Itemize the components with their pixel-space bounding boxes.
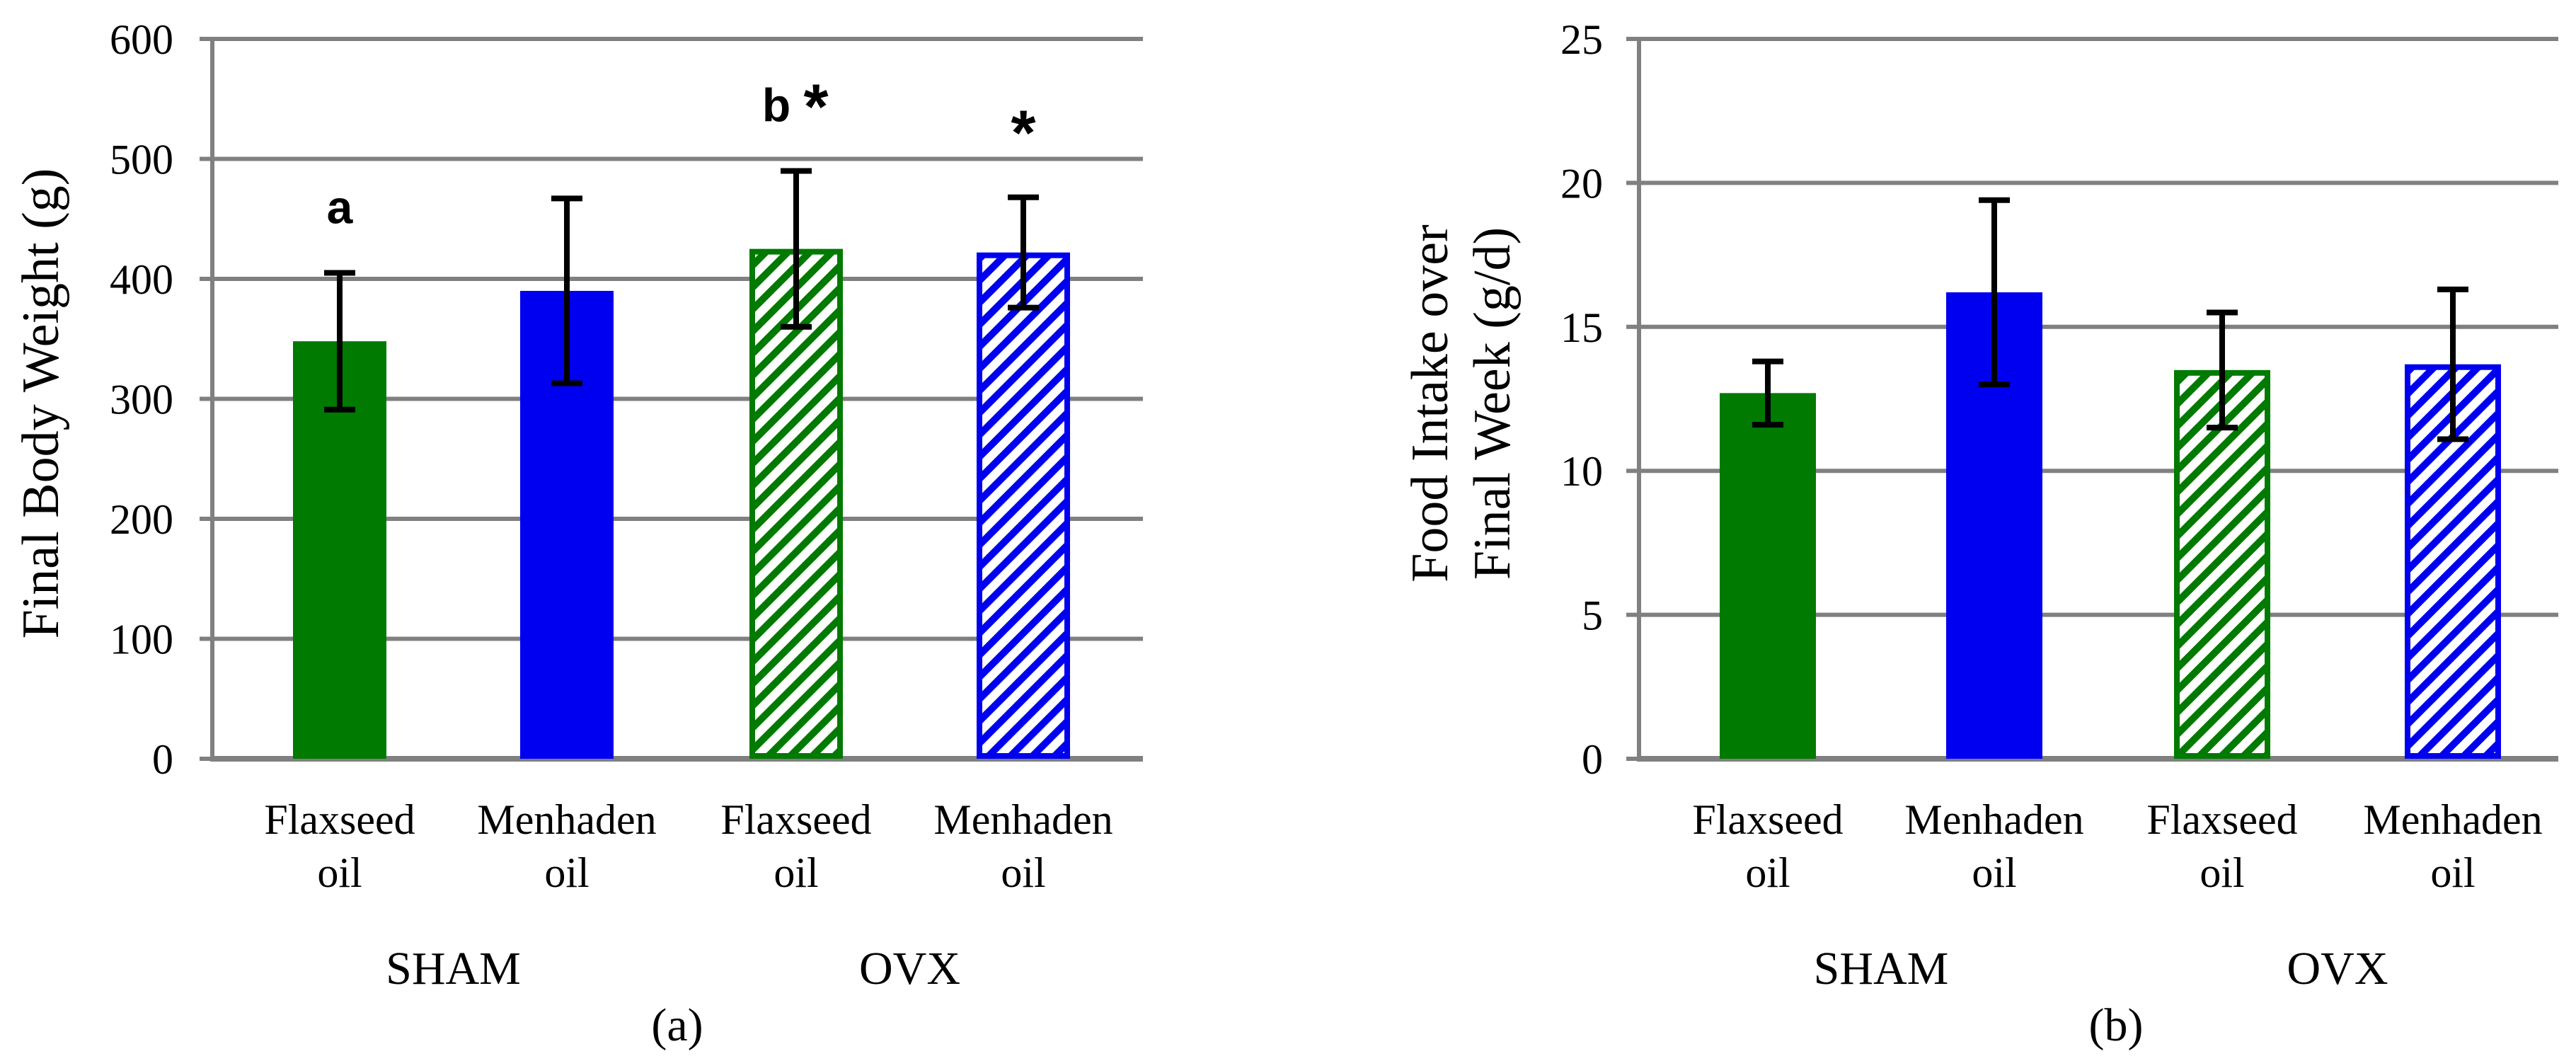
category-label: Menhaden xyxy=(477,796,656,843)
group-label: SHAM xyxy=(386,943,521,994)
y-axis-title: Final Body Weight (g) xyxy=(12,168,70,639)
y-axis-title-line: Food Intake over xyxy=(1401,224,1459,583)
chart-a: 0 100 200 300 400 500 600 Final Body Weight (g)… xyxy=(12,16,1143,1051)
y-tick-label: 400 xyxy=(110,256,173,303)
y-tick-label: 600 xyxy=(110,16,173,63)
category-label: oil xyxy=(2200,849,2244,896)
bar xyxy=(749,248,843,759)
y-tick-label: 25 xyxy=(1560,16,1603,63)
category-label: Flaxseed xyxy=(264,796,415,843)
category-label: oil xyxy=(1745,849,1790,896)
category-label: Flaxseed xyxy=(2146,796,2297,843)
y-tick-label: 300 xyxy=(110,377,173,423)
category-label: oil xyxy=(544,849,589,896)
panel-label: (b) xyxy=(2089,999,2144,1051)
significance-star: * xyxy=(803,71,828,142)
group-label: OVX xyxy=(859,943,960,994)
y-axis-title-line: Final Week (g/d) xyxy=(1464,227,1522,580)
category-label: Flaxseed xyxy=(1692,796,1843,843)
category-label: oil xyxy=(1972,849,2016,896)
bar xyxy=(1720,393,1816,759)
significance-letter: a xyxy=(327,181,354,234)
chart-b: 0 5 10 15 20 25 Food Intake over Final Week (g/… xyxy=(1401,16,2558,1051)
panel-label: (a) xyxy=(651,999,703,1051)
significance-star: * xyxy=(1011,98,1035,169)
category-label: Menhaden xyxy=(2363,796,2542,843)
category-label: oil xyxy=(774,849,818,896)
category-label: Flaxseed xyxy=(720,796,871,843)
category-label: Menhaden xyxy=(933,796,1112,843)
y-tick-label: 0 xyxy=(152,736,173,783)
category-label: oil xyxy=(2430,849,2475,896)
y-tick-label: 10 xyxy=(1560,448,1603,495)
category-label: oil xyxy=(317,849,362,896)
y-tick-label: 5 xyxy=(1582,592,1603,639)
y-tick-label: 0 xyxy=(1582,736,1603,783)
group-label: SHAM xyxy=(1814,943,1949,994)
group-label: OVX xyxy=(2287,943,2388,994)
bar xyxy=(977,252,1070,759)
y-tick-label: 15 xyxy=(1560,304,1603,351)
y-tick-label: 200 xyxy=(110,496,173,543)
y-tick-label: 500 xyxy=(110,137,173,183)
y-tick-label: 20 xyxy=(1560,160,1603,207)
significance-letter: b xyxy=(762,79,790,131)
y-tick-label: 100 xyxy=(110,616,173,663)
category-label: Menhaden xyxy=(1904,796,2083,843)
category-label: oil xyxy=(1001,849,1045,896)
